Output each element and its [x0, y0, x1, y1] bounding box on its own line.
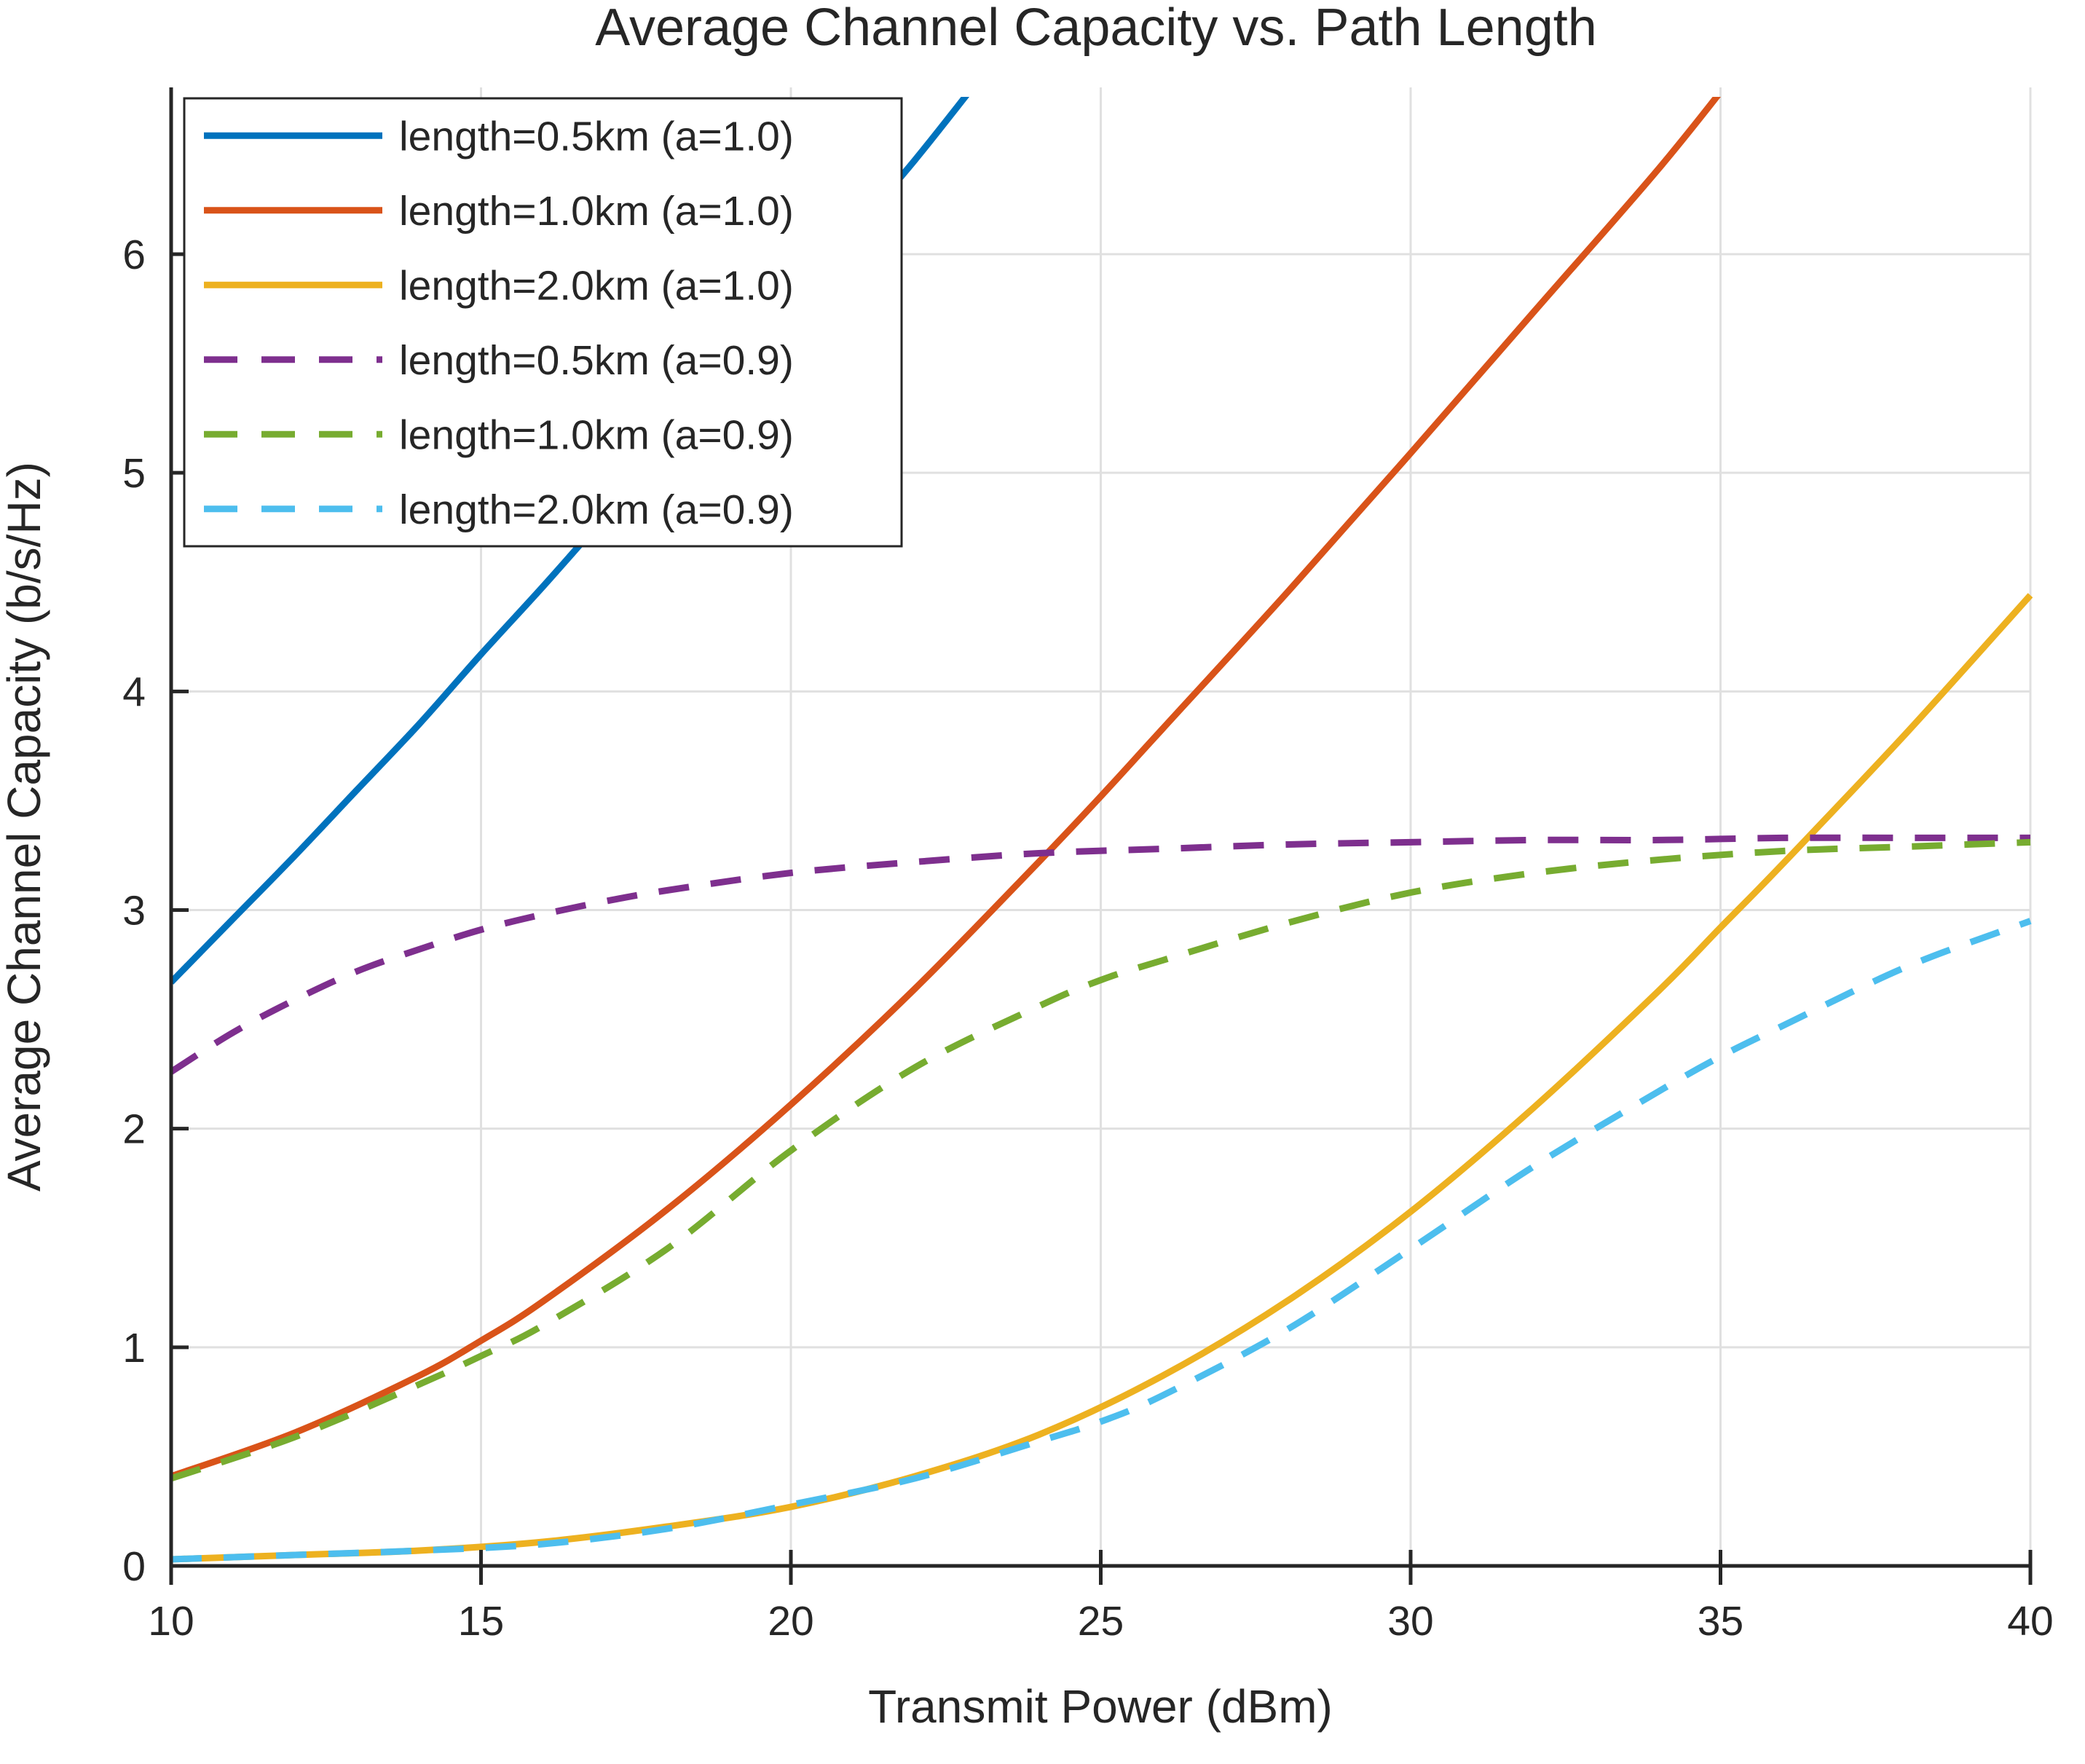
curve-length-1.0km-a-1.0- — [170, 97, 1722, 1480]
tick-marks — [169, 252, 2033, 1585]
legend-item-label: length=0.5km (a=1.0) — [399, 113, 794, 160]
x-tick-label: 15 — [458, 1598, 504, 1645]
curve-length-2.0km-a-0.9- — [170, 918, 2032, 1563]
legend-box — [183, 97, 903, 548]
y-tick-label: 2 — [122, 1106, 146, 1153]
y-axis-label: Average Channel Capacity (b/s/Hz) — [0, 462, 50, 1192]
x-tick-label: 25 — [1078, 1598, 1124, 1645]
x-tick-label: 40 — [2007, 1598, 2053, 1645]
y-tick-label: 3 — [122, 888, 146, 934]
legend-item-label: length=2.0km (a=1.0) — [399, 262, 794, 309]
legend-item-label: length=0.5km (a=0.9) — [399, 337, 794, 384]
chart-title: Average Channel Capacity vs. Path Length — [595, 0, 1597, 57]
x-tick-label: 30 — [1387, 1598, 1433, 1645]
x-tick-label: 10 — [148, 1598, 194, 1645]
data-curves — [170, 97, 2033, 1563]
curve-length-0.5km-a-0.9- — [170, 834, 2030, 1075]
x-tick-label: 20 — [768, 1598, 813, 1645]
x-axis-label: Transmit Power (dBm) — [868, 1680, 1333, 1733]
legend-item-label: length=1.0km (a=0.9) — [399, 412, 794, 458]
grid-lines — [171, 87, 2032, 1566]
y-tick-label: 5 — [122, 450, 146, 497]
y-tick-label: 0 — [122, 1543, 146, 1590]
legend-item-label: length=2.0km (a=0.9) — [399, 487, 794, 533]
legend-item-label: length=1.0km (a=1.0) — [399, 188, 794, 235]
tick-labels: 10 15 20 25 30 35 40 0 1 2 3 4 5 6 — [122, 232, 2053, 1645]
y-tick-label: 4 — [122, 669, 146, 715]
y-tick-label: 6 — [122, 232, 146, 278]
x-tick-label: 35 — [1698, 1598, 1743, 1645]
y-tick-label: 1 — [122, 1325, 146, 1371]
curve-length-1.0km-a-0.9- — [170, 838, 2031, 1482]
legend: length=0.5km (a=1.0) length=1.0km (a=1.0)… — [183, 97, 903, 548]
